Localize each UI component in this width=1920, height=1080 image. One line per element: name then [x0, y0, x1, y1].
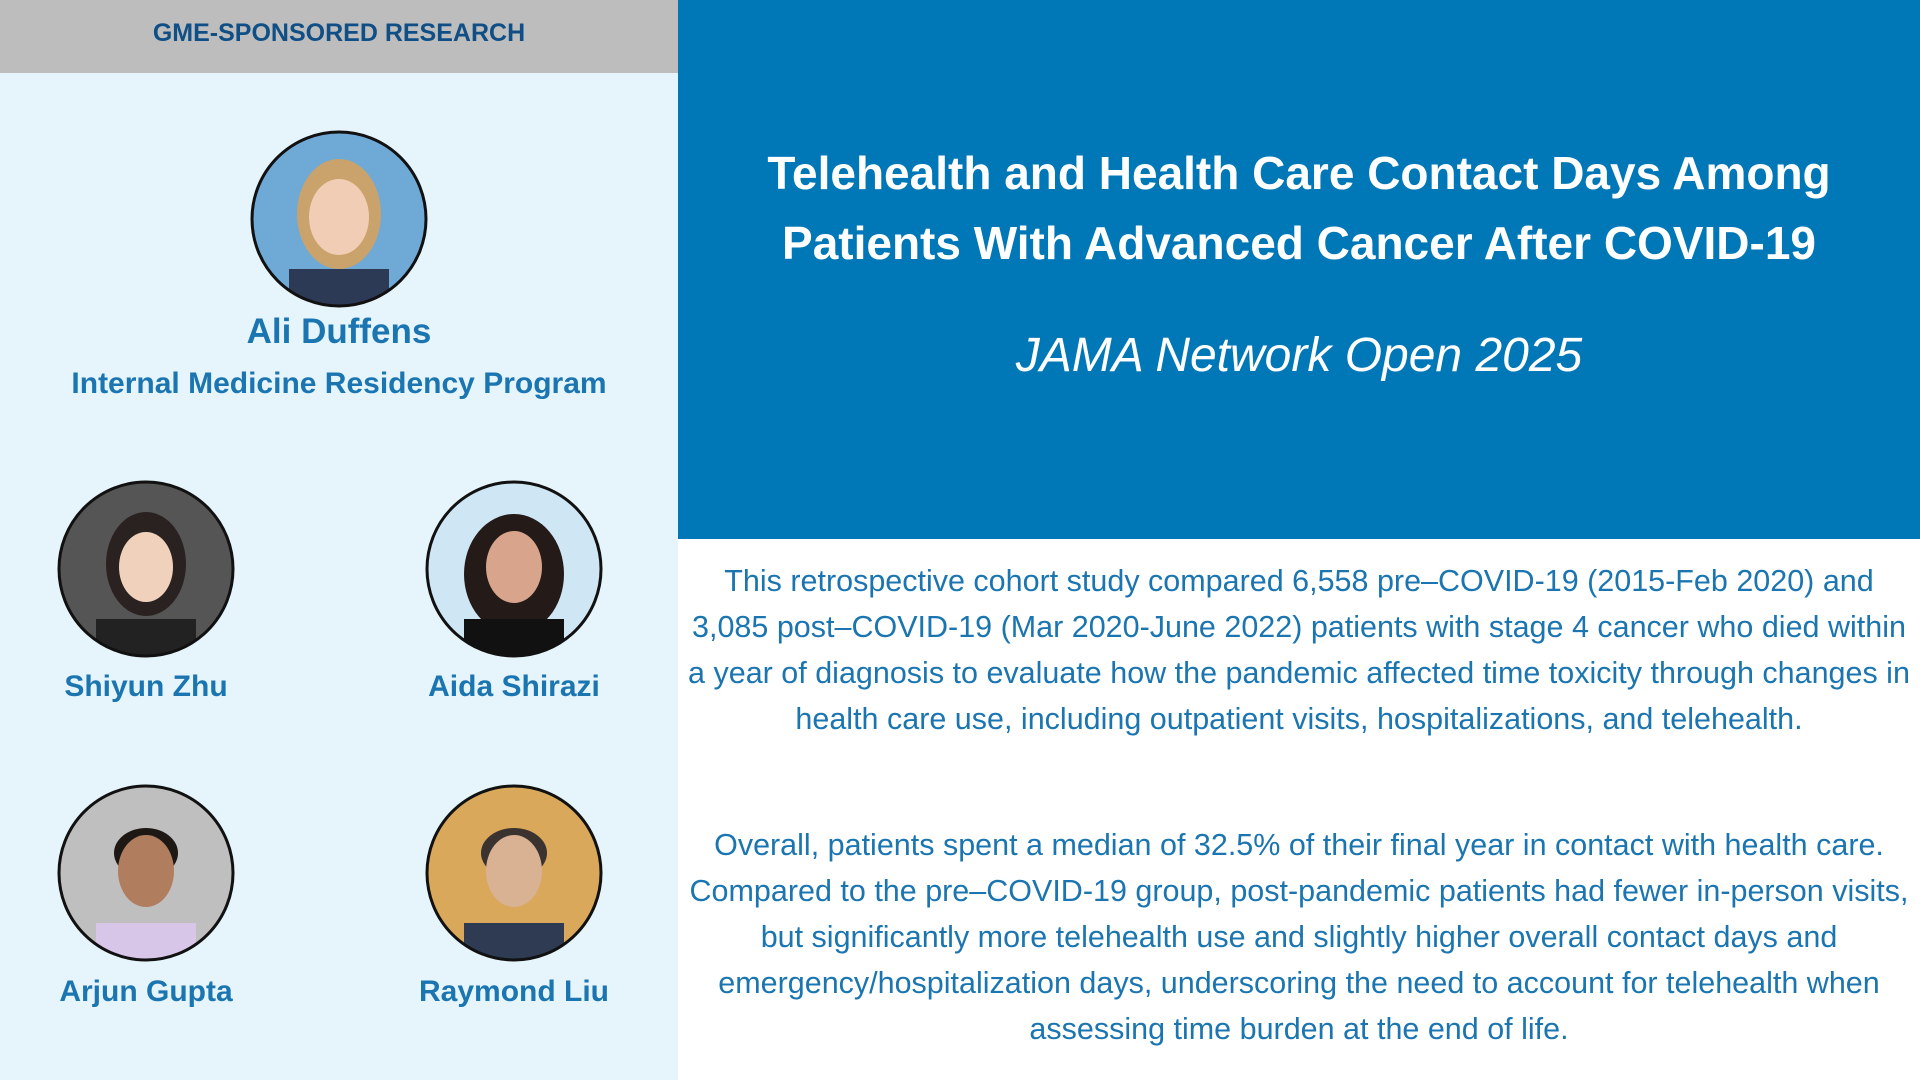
- avatar: [57, 784, 235, 962]
- paragraph: This retrospective cohort study compared…: [688, 564, 1910, 736]
- paragraph: Overall, patients spent a median of 32.5…: [689, 828, 1909, 1046]
- person-name: Arjun Gupta: [59, 975, 233, 1008]
- person-name: Raymond Liu: [418, 975, 609, 1008]
- header-label: GME-SPONSORED RESEARCH: [0, 0, 678, 73]
- person-name: Aida Shirazi: [428, 670, 600, 703]
- person-name: Shiyun Zhu: [64, 670, 228, 703]
- avatar: [425, 480, 603, 658]
- article-title: Telehealth and Health Care Contact Days …: [767, 147, 1831, 269]
- avatar: [250, 130, 428, 308]
- avatar: [57, 480, 235, 658]
- featured-name: Ali Duffens: [246, 312, 432, 351]
- title-panel: [678, 0, 1920, 539]
- avatar: [425, 784, 603, 962]
- journal: JAMA Network Open 2025: [1015, 329, 1583, 382]
- featured-program: Internal Medicine Residency Program: [71, 367, 607, 400]
